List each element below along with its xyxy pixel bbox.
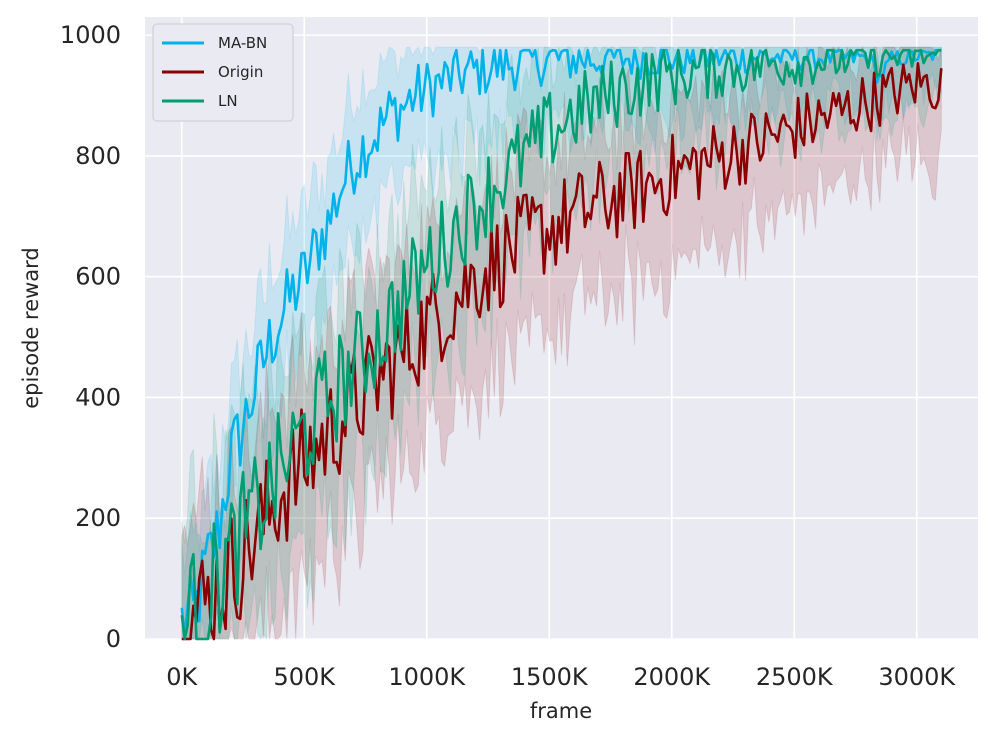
series-lines [180, 48, 943, 641]
band-ma-bn [181, 46, 942, 641]
legend-label-origin: Origin [218, 63, 263, 81]
y-tick-label: 0 [106, 625, 121, 653]
x-tick-label: 1500K [511, 663, 589, 691]
x-tick-labels: 0K 500K 1000K 1500K 2000K 2500K 3000K [166, 663, 956, 691]
legend-box [152, 23, 294, 122]
legend-label-ma-bn: MA-BN [218, 34, 267, 52]
y-tick-label: 1000 [60, 21, 121, 49]
series-line-ln [180, 48, 942, 641]
series-line-ma-bn [180, 48, 942, 638]
y-tick-label: 600 [75, 263, 121, 291]
y-tick-label: 200 [75, 504, 121, 532]
y-axis-label: episode reward [19, 247, 43, 409]
x-tick-label: 1000K [388, 663, 466, 691]
x-tick-label: 2000K [633, 663, 711, 691]
band-origin [181, 45, 942, 640]
y-tick-label: 800 [75, 142, 121, 170]
x-tick-label: 500K [273, 663, 336, 691]
legend: MA-BN Origin LN [152, 23, 294, 122]
x-tick-label: 3000K [878, 663, 956, 691]
x-tick-label: 2500K [756, 663, 834, 691]
y-tick-labels: 0 200 400 600 800 1000 [60, 21, 121, 653]
x-axis-label: frame [530, 699, 592, 723]
y-tick-label: 400 [75, 383, 121, 411]
legend-label-ln: LN [218, 92, 238, 110]
x-tick-label: 0K [166, 663, 198, 691]
